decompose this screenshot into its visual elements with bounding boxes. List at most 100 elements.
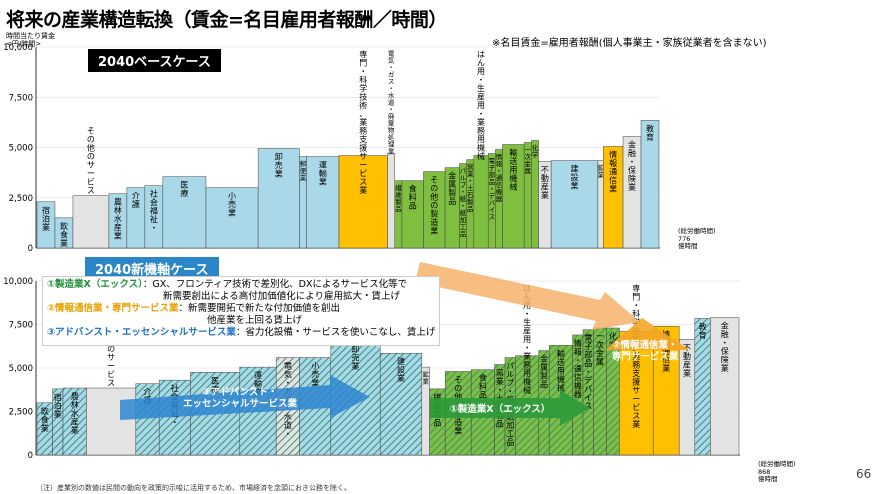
bar xyxy=(379,352,423,456)
bar-label: 輸送用機械 xyxy=(509,147,517,191)
bar-label: 運輸業 xyxy=(319,161,327,187)
highlight-2-text: ：新需要開拓で新たな付加価値を創出 xyxy=(178,303,341,314)
highlight-3-name: ③アドバンスト・エッセンシャルサービス業 xyxy=(47,327,236,338)
bar-label: 小売業 xyxy=(311,362,319,388)
bar-label: パルプ・紙・紙加工品 xyxy=(460,167,467,238)
y-tick-label: 10,000 xyxy=(3,277,33,287)
y-tick-label: 5,000 xyxy=(9,144,33,154)
bar-label: 建設業 xyxy=(571,164,579,191)
callout-manufacturing-x: ①製造業X（エックス） xyxy=(450,403,551,415)
bar-label: 金融・保険業 xyxy=(628,139,636,192)
bar-label: 情報通信業 xyxy=(609,149,617,193)
bar-label: はん用・生産用・業務用機械 xyxy=(477,50,485,161)
y-tick-label: 2,500 xyxy=(9,408,33,418)
highlights-box: ①製造業X（エックス）：GX、フロンティア技術で差別化、DXによるサービス化等で… xyxy=(42,276,440,346)
bar-label: 情報・通信機器 xyxy=(574,338,582,399)
bar-label: 食料品 xyxy=(479,373,487,400)
bar-label: 一次金属 xyxy=(596,332,604,367)
bar-label: その他のサービス xyxy=(87,127,95,196)
green-callout-shape xyxy=(430,390,590,426)
bar-label: 電気・ガス・水道・廃棄物処理業 xyxy=(388,50,395,156)
y-tick-label: 10,000 xyxy=(3,43,33,53)
bar xyxy=(72,195,110,249)
bar xyxy=(640,120,660,249)
orange-arrow xyxy=(415,262,640,330)
highlight-1-text2: 新需要創出による高付加価値化により雇用拡大・賃上げ xyxy=(163,291,401,302)
bar-label: 窯業・土石製品 xyxy=(467,162,474,213)
bar xyxy=(205,187,259,249)
bar xyxy=(86,387,137,456)
bar-label: 一次金属 xyxy=(525,146,532,175)
y-tick-label: 0 xyxy=(28,451,33,461)
bar-label: 介護 xyxy=(132,192,140,210)
total-labor-hours-new: (総労働時間) 868 億時間 xyxy=(758,460,796,483)
wage-definition-note: ※名目賃金=雇用者報酬(個人事業主・家族従業者を含まない) xyxy=(492,38,767,49)
bar xyxy=(550,160,599,249)
bar-label: 宿泊業 xyxy=(42,205,50,232)
bar-label: 化学 xyxy=(532,143,539,159)
y-axis-unit-label: 時間当たり賃金 <円/時間> xyxy=(6,32,55,48)
bar-label: 社会福祉・ xyxy=(150,189,158,233)
bar-label: 不動産業 xyxy=(683,343,691,378)
bar-label: 鉱業 xyxy=(597,163,604,179)
bar-label: 電子部品・デバイス xyxy=(489,157,496,221)
transition-arrow: ③アドバンスト・エッセンシャルサービス業 ①製造業X（エックス） ②情報通信業・専門… xyxy=(120,262,690,426)
bar-label: 金属製品 xyxy=(540,354,548,390)
callout-info-services: ②情報通信業・専門サービス業 xyxy=(612,339,679,363)
bar-label: 電子部品・デバイス xyxy=(584,334,592,411)
bar-label: 繊維製品 xyxy=(395,183,402,213)
bar-label: 金融・保険業 xyxy=(721,321,729,374)
bar-label: 農林水産業 xyxy=(71,391,79,435)
bar-label: 金属製品 xyxy=(448,171,456,207)
bar-label: 医療 xyxy=(211,376,219,394)
bar-label: その他の製造業 xyxy=(430,176,438,236)
bar-label: 郵便業 xyxy=(300,160,307,182)
bar xyxy=(257,148,300,249)
highlight-3-text: ：省力化設備・サービスを使いこなし、賃上げ xyxy=(235,327,436,338)
highlight-1: ①製造業X（エックス）：GX、フロンティア技術で差別化、DXによるサービス化等で xyxy=(47,279,435,291)
bar-label: 輸送用機械 xyxy=(557,348,565,392)
highlight-1-name: ①製造業X（エックス） xyxy=(47,279,143,290)
bar-label: 不動産業 xyxy=(541,166,549,201)
y-tick-label: 7,500 xyxy=(9,93,33,103)
blue-callout-shape xyxy=(120,375,370,420)
footnote: （注）産業別の数値は民間の動向を政策的示唆に活用するため、市場経済を念頭におき公… xyxy=(36,484,351,492)
bar-label: 専門・科学技術、業務支援サービス業 xyxy=(359,49,367,195)
bar-label: 鉱業 xyxy=(422,370,429,386)
bar xyxy=(338,155,388,249)
total-labor-hours-base: (総労働時間) 776 億時間 xyxy=(678,227,716,250)
bar xyxy=(306,156,340,249)
callout-advanced-services: ③アドバンスト・エッセンシャルサービス業 xyxy=(183,386,298,410)
y-tick-label: 7,500 xyxy=(9,321,33,331)
bar-label: 情報・通信機器 xyxy=(496,152,503,203)
bar-label: 医療 xyxy=(180,181,188,199)
y-tick-label: 2,500 xyxy=(9,194,33,204)
highlight-2-name: ②情報通信業・専門サービス業 xyxy=(47,303,179,314)
y-tick-label: 5,000 xyxy=(9,364,33,374)
bar-label: 農林水産業 xyxy=(114,197,122,241)
bar xyxy=(710,317,740,456)
highlight-2: ②情報通信業・専門サービス業：新需要開拓で新たな付加価値を創出 xyxy=(47,303,435,315)
base-case-label: 2040ベースケース xyxy=(88,49,221,72)
bar-label: 教育 xyxy=(646,123,654,142)
bar-label: 教育 xyxy=(699,321,707,340)
bar-label: 飲食業 xyxy=(60,221,68,248)
highlight-3: ③アドバンスト・エッセンシャルサービス業：省力化設備・サービスを使いこなし、賃上… xyxy=(47,327,435,339)
bar-label: 飲食業 xyxy=(41,406,49,433)
bar-label: 小売業 xyxy=(228,192,236,218)
bar-label: 卸売業 xyxy=(275,152,283,179)
y-tick-label: 0 xyxy=(28,244,33,254)
chart-1: 0 2,500 5,000 7,500 10,000 宿泊業飲食業 その他のサービス農林水産… xyxy=(3,43,660,254)
new-axis-case-label: 2040新機軸ケース xyxy=(85,257,219,280)
bar-label: 建設業 xyxy=(397,356,405,383)
bar-label: 宿泊業 xyxy=(54,392,62,419)
orange-callout-shape xyxy=(605,318,690,350)
bar-label: 食料品 xyxy=(409,184,417,211)
bar-label: 専門・科学技術、業務支援サービス業 xyxy=(632,283,640,429)
page-title: 将来の産業構造転換（賃金=名目雇用者報酬／時間） xyxy=(6,9,447,31)
highlight-2-text2: 他産業を上回る賃上げ xyxy=(207,315,303,326)
bar-label: 卸売業 xyxy=(352,344,360,371)
bar xyxy=(473,155,489,249)
bar xyxy=(619,331,654,456)
